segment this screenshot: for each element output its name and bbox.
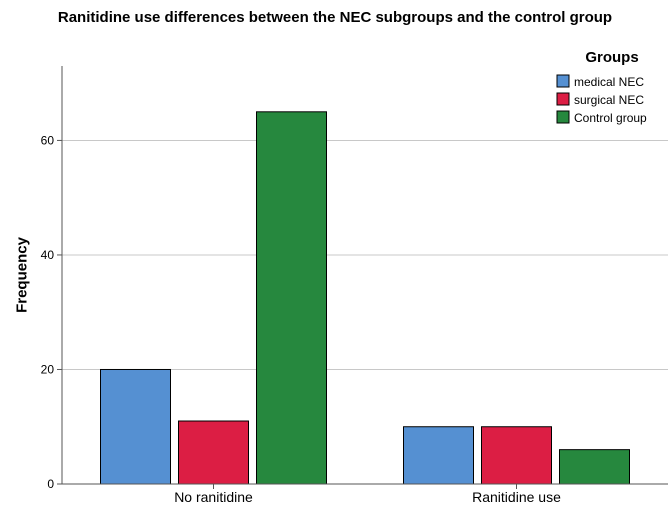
legend-label: medical NEC xyxy=(574,75,644,89)
bar xyxy=(481,426,552,485)
x-tick-label: No ranitidine xyxy=(174,489,253,505)
legend: Groups medical NEC surgical NEC Control gr… xyxy=(556,49,647,125)
legend-swatch xyxy=(556,92,570,106)
y-tick-label: 0 xyxy=(47,477,54,491)
y-tick-label: 20 xyxy=(41,362,55,376)
bar xyxy=(178,420,249,485)
bar xyxy=(100,368,171,485)
axes: 0 20 40 60 No ranitidine Ranitidine use xyxy=(41,66,668,505)
legend-label: surgical NEC xyxy=(574,93,644,107)
legend-label: Control group xyxy=(574,111,647,125)
legend-title: Groups xyxy=(585,49,638,66)
bar xyxy=(403,426,474,485)
legend-swatch xyxy=(556,74,570,88)
legend-swatch xyxy=(556,110,570,124)
bar xyxy=(256,111,327,485)
bar xyxy=(559,449,630,485)
x-tick-label: Ranitidine use xyxy=(472,489,561,505)
bars xyxy=(100,111,630,485)
gridlines xyxy=(62,139,668,370)
y-tick-label: 40 xyxy=(41,248,55,262)
chart-title: Ranitidine use differences between the N… xyxy=(57,9,613,26)
y-tick-label: 60 xyxy=(41,133,55,147)
